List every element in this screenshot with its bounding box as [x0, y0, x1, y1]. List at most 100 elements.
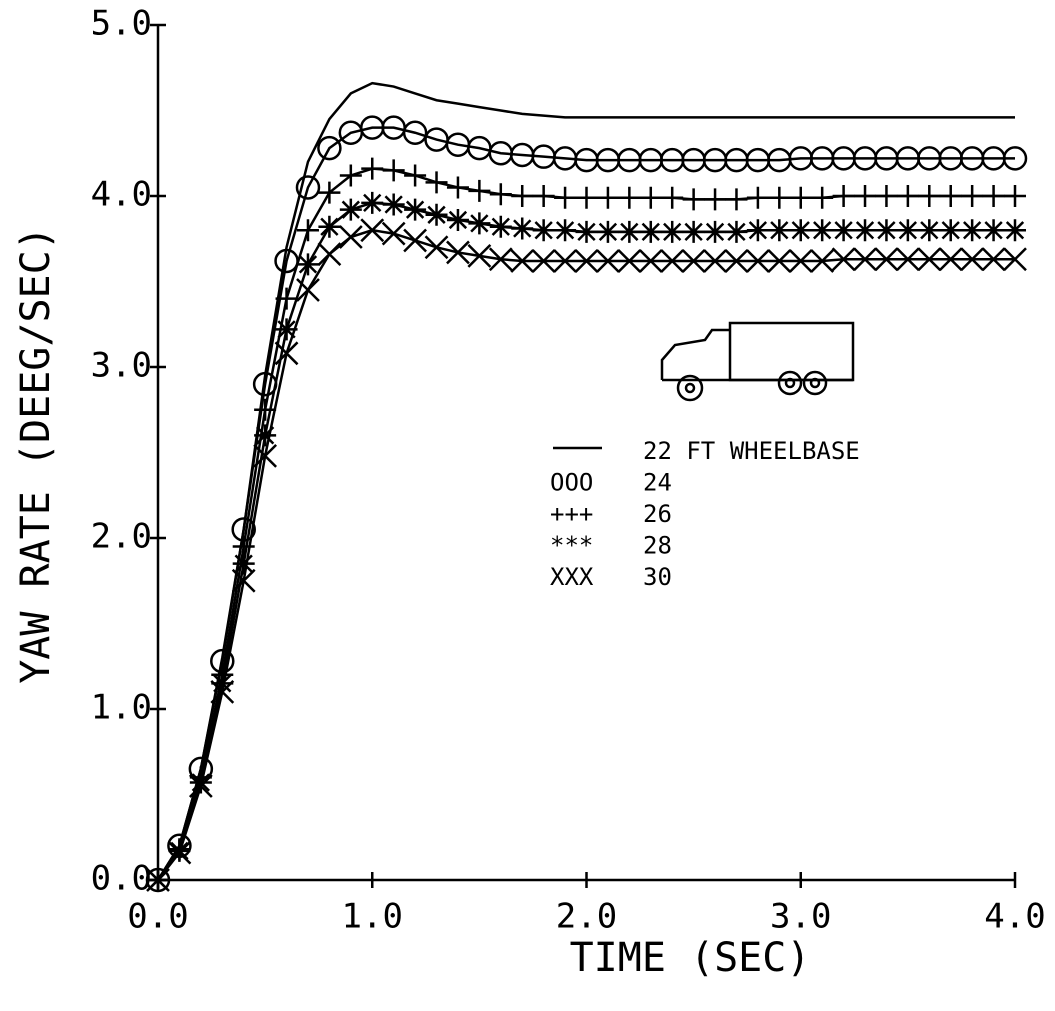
marker — [660, 249, 685, 273]
marker — [210, 680, 235, 704]
marker — [682, 188, 705, 211]
marker — [853, 247, 877, 272]
legend-label: 22 FT WHEELBASE — [643, 437, 860, 465]
marker — [361, 191, 384, 214]
series — [145, 115, 1028, 893]
marker — [704, 188, 727, 211]
marker — [532, 219, 555, 242]
marker — [318, 181, 341, 204]
marker — [510, 249, 535, 273]
y-tick-label: 1.0 — [91, 688, 152, 728]
marker — [617, 249, 642, 273]
marker — [789, 219, 812, 242]
series-line — [156, 81, 1015, 881]
marker — [767, 249, 792, 273]
marker — [425, 203, 448, 226]
marker — [296, 278, 320, 302]
marker — [639, 186, 662, 209]
marker — [274, 341, 299, 366]
marker — [1004, 185, 1026, 207]
marker — [424, 235, 449, 260]
marker — [768, 186, 791, 209]
marker — [554, 219, 577, 242]
marker — [296, 253, 319, 276]
marker — [275, 287, 298, 310]
marker — [232, 552, 255, 575]
marker — [468, 179, 491, 202]
marker — [811, 186, 834, 209]
marker — [895, 247, 920, 272]
legend-marker: *** — [550, 532, 593, 560]
marker — [402, 120, 428, 145]
marker — [360, 218, 385, 243]
marker — [531, 249, 556, 273]
marker — [854, 219, 877, 242]
marker — [1002, 146, 1028, 171]
legend-label: 30 — [643, 563, 672, 591]
marker — [638, 249, 663, 273]
marker — [875, 185, 898, 207]
marker — [254, 398, 277, 421]
marker — [810, 249, 835, 273]
marker — [725, 220, 748, 243]
marker — [254, 424, 277, 447]
y-tick-label: 5.0 — [91, 4, 152, 44]
y-tick-label: 4.0 — [91, 175, 152, 215]
marker — [938, 247, 963, 272]
marker — [1003, 247, 1027, 272]
marker — [704, 220, 727, 243]
marker — [446, 240, 470, 265]
x-tick-label: 1.0 — [342, 897, 403, 937]
marker — [511, 185, 534, 207]
marker — [382, 193, 405, 216]
marker — [146, 868, 170, 892]
y-axis-label: YAW RATE (DEEG/SEC) — [13, 226, 59, 684]
marker — [467, 243, 492, 268]
x-tick-label: 2.0 — [556, 897, 617, 937]
series — [156, 81, 1015, 881]
marker — [553, 249, 577, 273]
marker — [618, 186, 641, 209]
marker — [939, 185, 962, 207]
marker — [961, 219, 984, 242]
y-tick-label: 2.0 — [91, 517, 152, 557]
marker — [918, 185, 941, 207]
marker — [382, 159, 405, 182]
marker — [831, 247, 856, 272]
marker — [317, 135, 342, 161]
marker — [489, 183, 512, 206]
marker — [703, 249, 727, 273]
marker — [339, 164, 362, 187]
marker — [296, 219, 319, 242]
marker — [446, 208, 469, 231]
marker — [875, 219, 898, 242]
legend-marker: XXX — [550, 563, 594, 591]
x-axis-label: TIME (SEC) — [570, 935, 811, 981]
series-line — [156, 126, 1015, 881]
marker — [1004, 219, 1026, 242]
marker — [468, 212, 491, 235]
marker — [532, 185, 555, 207]
marker — [554, 186, 577, 209]
marker — [231, 568, 256, 593]
marker — [446, 176, 469, 199]
x-tick-label: 0.0 — [127, 897, 188, 937]
y-tick-label: 0.0 — [91, 859, 152, 899]
x-tick-label: 4.0 — [984, 897, 1045, 937]
marker — [339, 198, 362, 221]
marker — [489, 215, 512, 238]
marker — [982, 185, 1005, 207]
marker — [596, 220, 619, 243]
marker — [725, 188, 748, 211]
marker — [961, 185, 984, 207]
marker — [896, 219, 919, 242]
marker — [681, 249, 706, 273]
legend-marker: +++ — [550, 500, 593, 528]
marker — [338, 225, 363, 249]
marker — [167, 840, 192, 865]
marker — [404, 198, 427, 221]
marker — [811, 219, 834, 242]
marker — [832, 185, 855, 207]
marker — [295, 175, 321, 200]
